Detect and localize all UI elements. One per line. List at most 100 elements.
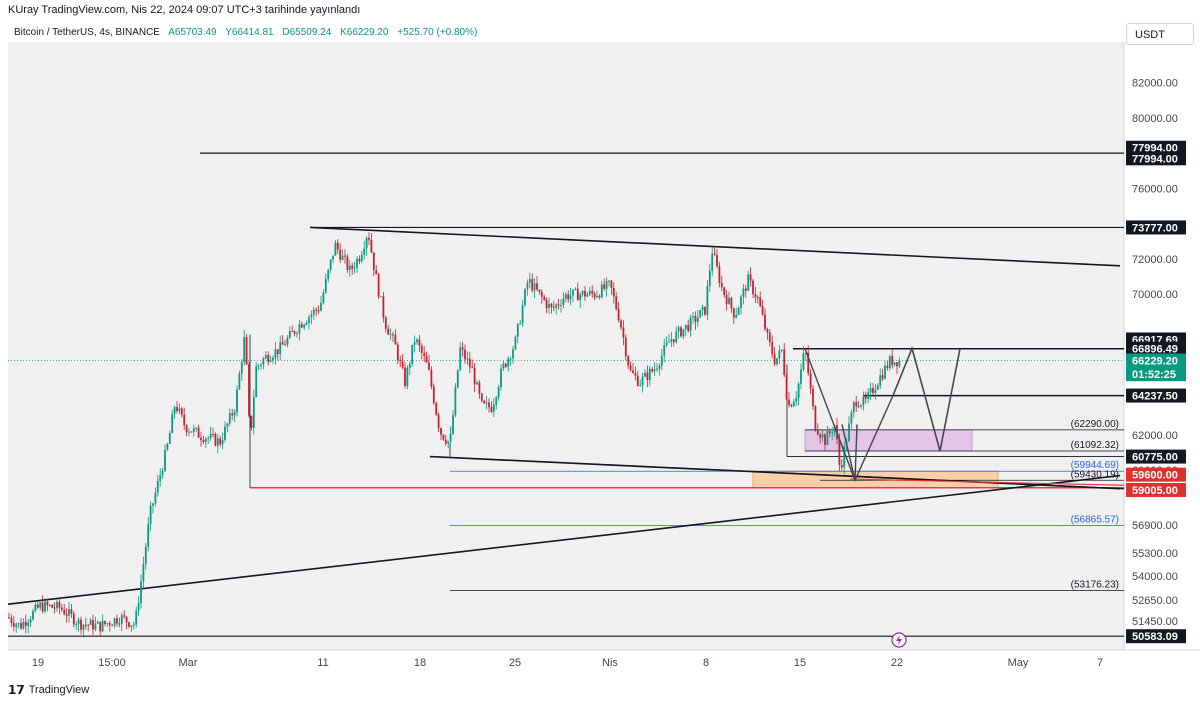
candle-body [608, 281, 610, 282]
candle-body [311, 314, 313, 317]
candle-body [887, 366, 889, 368]
candle-body [632, 370, 634, 373]
close-value: K66229.20 [340, 27, 388, 38]
candle-body [827, 431, 829, 445]
candle-body [738, 308, 740, 315]
x-tick-label: 7 [1097, 657, 1103, 669]
candle-body [193, 428, 195, 432]
candle-body [630, 365, 632, 370]
candle-body [810, 373, 812, 388]
y-tick-label: 80000.00 [1132, 113, 1178, 125]
y-tick-label: 51450.00 [1132, 616, 1178, 628]
candle-body [431, 370, 433, 387]
candle-body [284, 345, 286, 346]
candle-body [426, 356, 428, 362]
price-label: 01:52:25 [1126, 367, 1186, 381]
candle-body [539, 290, 541, 292]
candle-body [162, 471, 164, 476]
candle-body [327, 270, 329, 279]
candle-body [73, 614, 75, 625]
candle-body [567, 294, 569, 299]
candle-body [344, 256, 346, 257]
candle-body [623, 327, 625, 337]
price-label: 59600.00 [1126, 468, 1186, 482]
candle-body [637, 376, 639, 386]
candle-body [35, 605, 37, 611]
x-tick-label: Nis [602, 657, 618, 669]
candle-body [577, 289, 579, 301]
candle-body [728, 298, 730, 304]
candle-body [870, 388, 872, 392]
candle-body [186, 425, 188, 432]
candle-body [78, 620, 80, 625]
candle-body [479, 382, 481, 393]
candle-body [109, 623, 111, 625]
candle-body [673, 339, 675, 342]
currency-button[interactable]: USDT [1126, 23, 1194, 45]
candle-body [147, 524, 149, 547]
symbol-ohlc-line: Bitcoin / TetherUS, 4s, BINANCE A65703.4… [14, 27, 483, 38]
x-tick-label: 22 [891, 657, 903, 669]
candle-body [759, 297, 761, 306]
candle-body [95, 624, 97, 630]
candle-body [383, 296, 385, 317]
candle-body [435, 403, 437, 415]
price-label-text: 77994.00 [1132, 153, 1178, 165]
candle-body [851, 412, 853, 423]
candle-body [534, 283, 536, 290]
candle-body [829, 431, 831, 433]
symbol-name[interactable]: Bitcoin / TetherUS, 4s, BINANCE [14, 27, 160, 38]
candle-body [575, 289, 577, 290]
candle-body [440, 428, 442, 435]
candle-body [889, 356, 891, 368]
candle-body [15, 624, 17, 626]
candle-body [23, 622, 25, 628]
candle-body [445, 440, 447, 444]
candle-body [155, 493, 157, 504]
candle-body [459, 347, 461, 369]
candle-body [747, 274, 749, 290]
candle-body [572, 290, 574, 296]
candle-body [755, 294, 757, 297]
candle-body [428, 363, 430, 370]
x-tick-label: May [1008, 657, 1029, 669]
price-label: 60775.00 [1126, 450, 1186, 464]
candle-body [639, 385, 641, 386]
candle-body [253, 397, 255, 428]
candle-body [654, 369, 656, 371]
candle-body [503, 364, 505, 369]
candle-body [740, 297, 742, 308]
candle-body [512, 349, 514, 358]
price-label-text: 59600.00 [1132, 470, 1178, 482]
candle-body [191, 432, 193, 433]
candle-body [260, 365, 262, 366]
candle-body [378, 274, 380, 296]
candle-body [289, 331, 291, 338]
candle-body [80, 620, 82, 630]
candle-body [815, 406, 817, 430]
candle-body [145, 547, 147, 564]
candle-body [855, 402, 857, 406]
candle-body [399, 360, 401, 361]
candle-body [97, 622, 99, 624]
candle-body [42, 603, 44, 612]
candle-body [104, 621, 106, 624]
candle-body [894, 362, 896, 365]
candle-body [49, 605, 51, 606]
candle-body [356, 259, 358, 268]
candle-body [488, 403, 490, 408]
candle-body [116, 618, 118, 623]
candle-body [529, 279, 531, 283]
candle-body [716, 255, 718, 266]
candle-body [752, 281, 754, 294]
candle-body [265, 355, 267, 358]
candle-body [505, 364, 507, 367]
candle-body [351, 266, 353, 269]
candle-body [119, 624, 121, 625]
candle-body [517, 324, 519, 337]
candle-body [299, 324, 301, 333]
x-tick-label: 15:00 [98, 657, 126, 669]
candle-body [409, 364, 411, 368]
candle-body [183, 415, 185, 426]
